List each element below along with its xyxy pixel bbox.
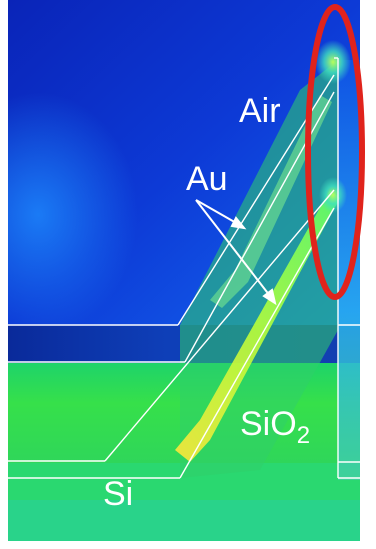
si-lower-band xyxy=(8,500,360,541)
tip-glow-lower xyxy=(319,177,347,213)
air-glow xyxy=(8,80,208,325)
upper-au-hotspot xyxy=(210,95,332,308)
label-sio2-subscript: 2 xyxy=(297,422,310,449)
label-sio2: SiO2 xyxy=(240,405,310,449)
lower-au-hotspot xyxy=(175,190,340,462)
label-si: Si xyxy=(103,475,133,513)
label-sio2-main: SiO xyxy=(240,405,297,443)
label-au: Au xyxy=(186,160,228,198)
au-arrows xyxy=(195,199,277,306)
structure-outline xyxy=(8,57,360,479)
highlight-oval xyxy=(305,4,365,300)
label-air: Air xyxy=(239,92,281,130)
tip-glow-upper xyxy=(315,40,351,84)
